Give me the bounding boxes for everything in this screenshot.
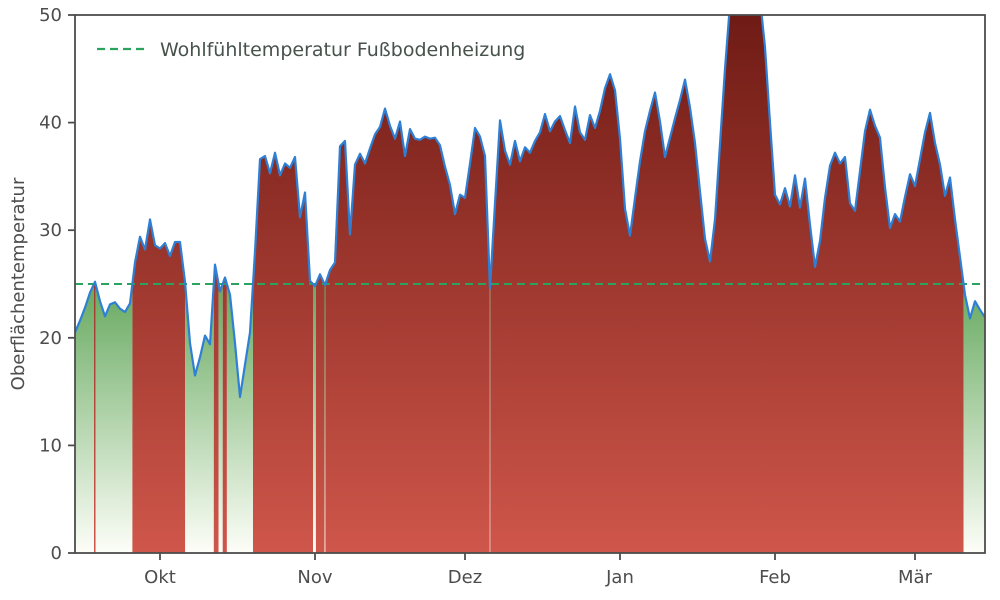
x-tick-label: Feb <box>759 567 791 588</box>
area-above-comfort <box>253 152 313 553</box>
legend: Wohlfühltemperatur Fußbodenheizung <box>97 39 525 61</box>
area-above-comfort <box>222 277 227 553</box>
area-below-comfort <box>226 284 253 553</box>
y-tick-label: 20 <box>39 328 62 349</box>
area-below-comfort <box>75 284 94 553</box>
x-tick-label: Mär <box>898 567 933 588</box>
plot-border <box>74 14 986 554</box>
area-below-comfort <box>185 284 214 553</box>
y-axis-label: Oberflächentemperatur <box>8 177 29 390</box>
area-above-comfort <box>325 108 490 553</box>
area-below-comfort <box>489 284 491 553</box>
x-tick-label: Dez <box>448 567 482 588</box>
x-tick-label: Jan <box>605 567 634 588</box>
y-tick-label: 10 <box>39 435 62 456</box>
area-above-comfort <box>132 219 186 553</box>
plot-area <box>75 15 985 553</box>
area-below-comfort <box>963 284 985 553</box>
area-below-comfort <box>95 284 133 553</box>
area-above-comfort <box>213 264 219 553</box>
y-tick-label: 50 <box>39 5 62 26</box>
area-above-comfort <box>94 281 96 553</box>
area-above-comfort <box>490 15 964 553</box>
area-below-comfort <box>324 284 326 553</box>
y-tick-label: 40 <box>39 113 62 134</box>
x-tick-label: Nov <box>297 567 332 588</box>
area-above-comfort <box>315 274 325 553</box>
legend-label: Wohlfühltemperatur Fußbodenheizung <box>160 39 525 61</box>
area-below-comfort <box>218 284 223 553</box>
y-tick-label: 30 <box>39 220 62 241</box>
area-below-comfort <box>313 284 316 553</box>
y-tick-label: 0 <box>51 543 62 564</box>
x-tick-label: Okt <box>144 567 176 588</box>
temperature-line <box>75 15 985 399</box>
